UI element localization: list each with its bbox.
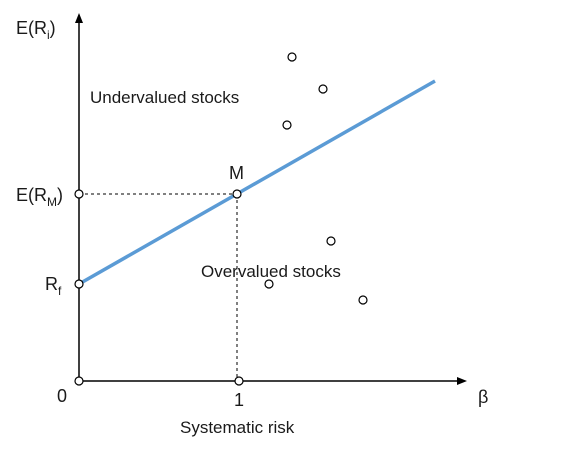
market-return-label: E(RM) xyxy=(16,185,63,209)
security-market-line xyxy=(78,79,436,286)
market-point-label: M xyxy=(229,163,244,183)
stock-point xyxy=(264,279,274,289)
x-axis-caption: Systematic risk xyxy=(180,418,295,437)
stock-point xyxy=(326,236,336,246)
stock-point xyxy=(318,84,328,94)
overvalued-region-label: Overvalued stocks xyxy=(201,262,341,281)
stock-point xyxy=(287,52,297,62)
x-axis-label: β xyxy=(478,387,488,407)
risk-free-label: Rf xyxy=(45,274,62,298)
market-return-marker xyxy=(74,189,84,199)
y-axis-label: E(Ri) xyxy=(16,18,56,42)
y-axis-arrow-icon xyxy=(75,13,83,23)
risk-free-marker xyxy=(74,279,84,289)
stock-point xyxy=(358,295,368,305)
market-portfolio-point xyxy=(232,189,242,199)
origin-label: 0 xyxy=(57,386,67,406)
beta-one-marker xyxy=(234,376,244,386)
origin-marker xyxy=(74,376,84,386)
x-axis-arrow-icon xyxy=(457,377,467,385)
undervalued-region-label: Undervalued stocks xyxy=(90,88,239,107)
beta-one-label: 1 xyxy=(234,390,244,410)
stock-point xyxy=(282,120,292,130)
